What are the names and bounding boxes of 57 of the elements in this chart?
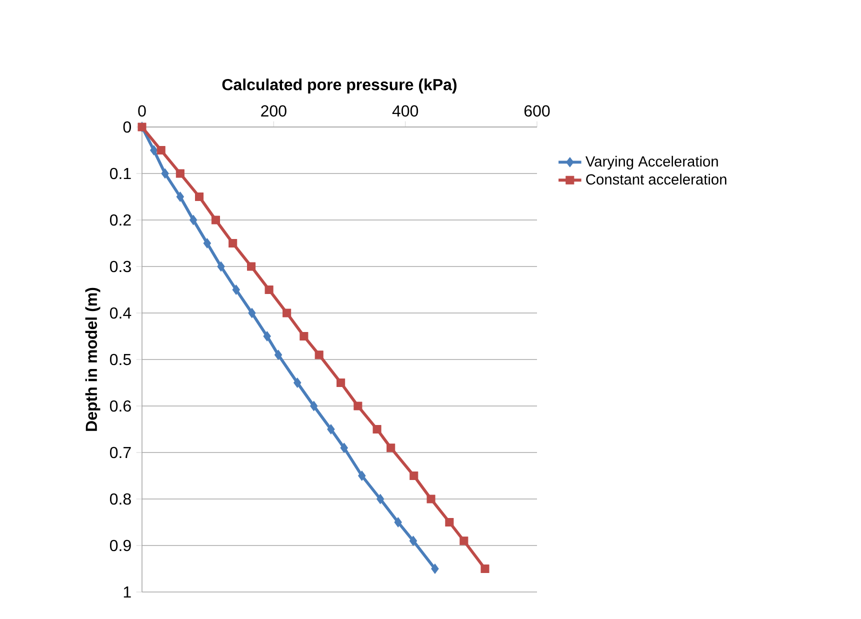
point [300,332,308,341]
point [217,261,225,272]
point [203,238,212,248]
y-tick-label: 0.8 [110,493,131,505]
y-tick-label: 0.5 [110,354,131,366]
point [394,517,402,528]
y-tick-label: 0.7 [110,446,131,458]
point [176,192,184,202]
point [232,284,240,295]
point [340,442,348,453]
point [274,350,282,360]
x-tick-label: 0 [138,105,146,117]
point [156,146,166,155]
point [247,262,256,271]
x-tick-label: 200 [261,105,286,117]
point [195,192,204,202]
y-tick-label: 0.6 [110,400,131,412]
point [293,378,302,388]
point [211,216,220,224]
point [150,145,158,156]
x-axis-title: Calculated pore pressure (kPa) [222,78,456,94]
point [282,308,292,318]
point [376,494,384,504]
point [189,214,198,226]
y-axis-title: Depth in model (m) [85,288,100,431]
y-tick-label: 0.9 [110,540,131,552]
point [161,168,169,179]
x-tick-label: 600 [524,105,550,117]
point [445,518,454,527]
point [264,285,274,294]
point [263,331,271,342]
y-tick-label: 0.1 [110,168,131,180]
point [176,169,184,178]
y-tick-label: 0.2 [110,214,131,226]
point [327,424,335,434]
point [431,564,439,574]
point [310,400,318,412]
point [409,536,418,546]
legend-label: Varying Acceleration [585,156,718,170]
point [314,350,324,360]
point [228,238,238,248]
y-tick-label: 0.4 [110,307,132,319]
point [426,494,436,504]
point [358,470,366,481]
point [386,444,396,452]
point [354,402,362,410]
y-tick-label: 1 [124,586,131,598]
point [336,378,346,388]
legend-label: Constant acceleration [586,174,726,185]
point [480,564,490,574]
point [410,471,418,480]
point [372,424,382,434]
y-tick-label: 0.3 [110,260,131,272]
y-tick-label: 0 [123,121,131,133]
point [248,308,256,318]
point [460,536,468,546]
x-tick-label: 400 [392,105,418,117]
